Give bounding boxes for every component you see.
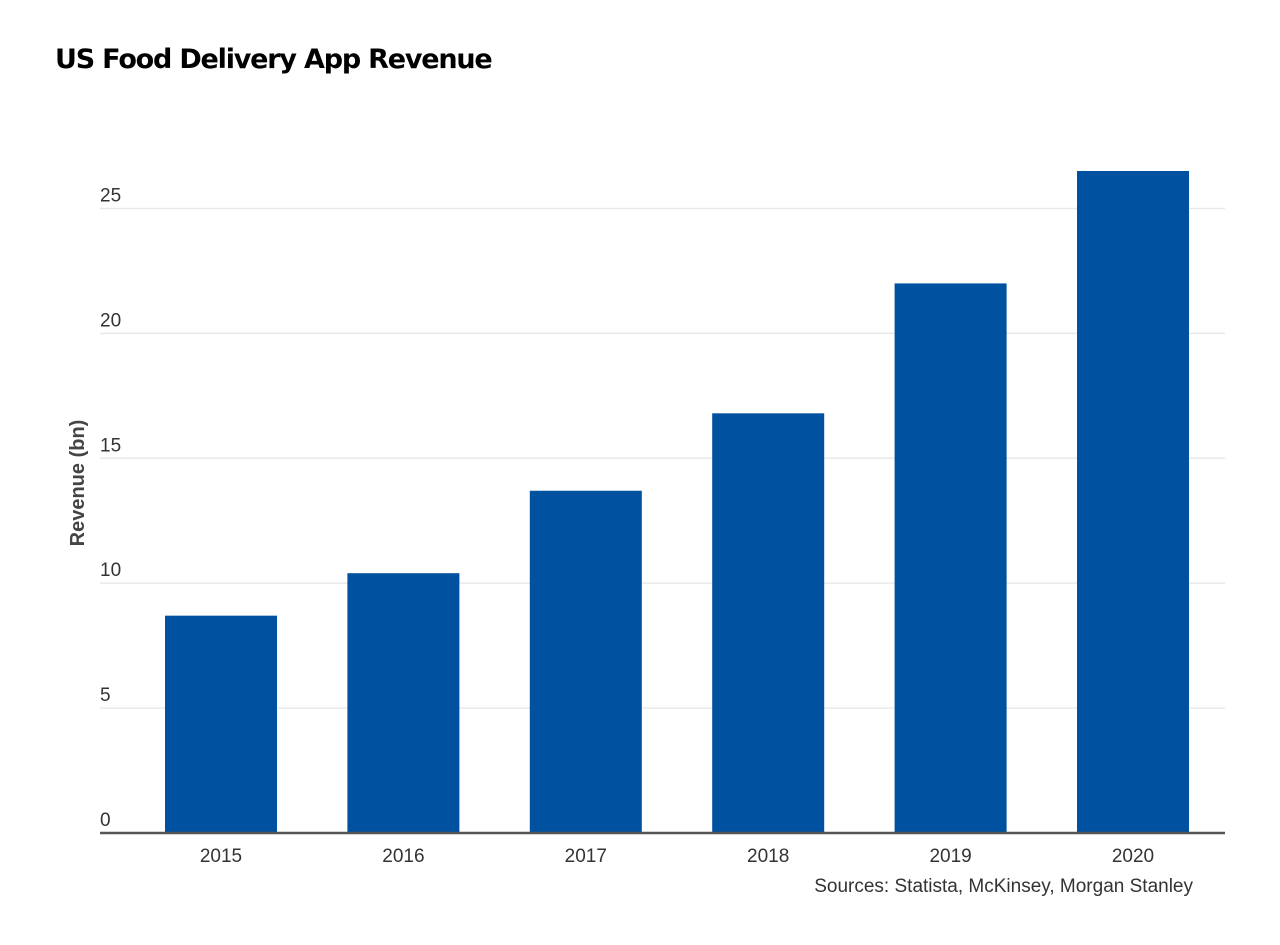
- bar-2015: [165, 615, 277, 833]
- bar-2017: [529, 490, 642, 833]
- bar-2016: [347, 573, 460, 833]
- gridlines: [100, 207, 1225, 709]
- bar-2018: [712, 413, 825, 833]
- bar-2019: [894, 283, 1007, 833]
- x-tick-label: 2019: [929, 846, 971, 867]
- tick-labels: 0 5 10 15 20 25 2015 2016 2017 2018 2019 2020: [100, 185, 1154, 867]
- source-note: Sources: Statista, McKinsey, Morgan Stan…: [814, 876, 1193, 897]
- y-tick-label: 5: [100, 685, 111, 706]
- y-tick-label: 0: [100, 810, 111, 831]
- x-tick-label: 2017: [565, 846, 607, 867]
- bar-2020: [1077, 170, 1189, 833]
- x-tick-label: 2015: [200, 846, 242, 867]
- y-tick-label: 20: [100, 310, 121, 331]
- bars: [165, 170, 1189, 833]
- x-tick-label: 2020: [1112, 846, 1154, 867]
- y-tick-label: 25: [100, 185, 121, 206]
- y-tick-label: 10: [100, 560, 121, 581]
- x-tick-label: 2018: [747, 846, 789, 867]
- y-axis-title: Revenue (bn): [67, 420, 89, 547]
- x-tick-label: 2016: [382, 846, 424, 867]
- y-tick-label: 15: [100, 435, 121, 456]
- chart-title: US Food Delivery App Revenue: [55, 44, 493, 75]
